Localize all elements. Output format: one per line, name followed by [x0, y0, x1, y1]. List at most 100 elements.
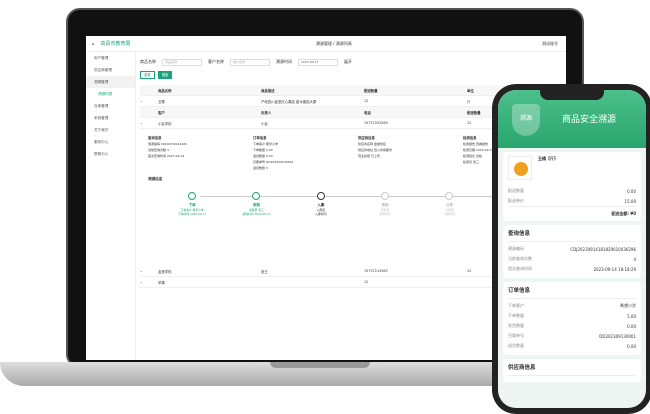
row-label: 发货数量	[508, 323, 524, 328]
step-line: 采购时间 2023-09-17	[242, 212, 271, 216]
phone-screen: 溯源 商品安全溯源 丑橘【斤】 配送数量 0.00 配送单价 15.00 配送金额:…	[498, 90, 646, 408]
row-label: 下单数量	[508, 313, 524, 318]
row-label: 归属单号	[508, 333, 524, 338]
info-row: 发货数量 0.00	[508, 321, 636, 331]
step-line: 质检员	[380, 208, 390, 212]
card-title: 订单信息	[508, 286, 636, 299]
table-row[interactable]: ⌄ 苹果 12	[140, 277, 566, 288]
product-card: 丑橘【斤】 配送数量 0.00 配送单价 15.00 配送金额: ¥0	[503, 152, 641, 221]
reset-button[interactable]: 重置	[140, 71, 155, 79]
phone-header: 溯源 商品安全溯源	[498, 90, 646, 148]
timeline-step: 分拣 分拣员 分拣时间	[424, 192, 474, 216]
table-cell: 产地四川金堂红心果品 甜水蜜桔大果	[261, 99, 317, 104]
row-label: 退货数量	[508, 343, 524, 348]
info-title: 供应商信息	[358, 136, 375, 140]
table-cell: 12	[467, 121, 472, 125]
step-dot	[316, 192, 325, 200]
info-line: 下单数量 5.00	[253, 148, 273, 152]
phone-frame: 溯源 商品安全溯源 丑橘【斤】 配送数量 0.00 配送单价 15.00 配送金额:…	[492, 84, 650, 414]
step-line: 分拣时间	[443, 212, 456, 216]
sidebar-item[interactable]: 供应商管理	[94, 67, 112, 72]
sidebar-item[interactable]: 溯源管理	[86, 76, 135, 88]
timeline-step: 采购 采购员 张三 采购时间 2023-09-17	[231, 192, 281, 216]
home-icon[interactable]: ⌂	[92, 41, 95, 46]
step-name: 采购	[252, 203, 260, 207]
info-row: 下单客户 希望小学	[508, 301, 636, 311]
table-cell: 负责人	[261, 110, 272, 115]
info-line: 检测员 张三	[463, 160, 479, 164]
shield-icon: 溯源	[512, 104, 540, 136]
info-line: 营业执照 已上传	[358, 154, 380, 158]
user-menu[interactable]: 测试账号	[542, 40, 558, 46]
table-cell: 电话	[364, 110, 371, 115]
table-row[interactable]: 客户 负责人 电话 配送数量	[140, 107, 566, 118]
sidebar-item[interactable]: 关于我们	[94, 127, 109, 132]
laptop-hinge	[270, 362, 370, 368]
step-dot	[381, 192, 390, 200]
row-value: 0.00	[627, 323, 636, 329]
table-cell: 苹果	[158, 280, 165, 285]
step-name: 分拣	[445, 203, 453, 207]
expand-icon[interactable]: ⌄	[140, 99, 143, 103]
table-row[interactable]: ⌄ 金堂学校 老王 15757212562 12	[140, 266, 566, 277]
expand-toggle[interactable]: 展开	[344, 59, 352, 64]
table-cell: 15757202569	[364, 121, 388, 125]
table-cell: 商品描述	[261, 88, 275, 93]
product-input[interactable]: 商品名称	[162, 58, 202, 66]
search-button[interactable]: 搜索	[157, 71, 173, 79]
info-line: 归属单号 DD202309130001	[253, 160, 294, 164]
info-line: 供应商名称 金堂供应	[358, 142, 386, 146]
table-cell: 12	[364, 99, 369, 103]
date-input[interactable]: 2023-09-17	[298, 58, 338, 66]
step-line: 入库员	[316, 208, 326, 212]
admin-screen: ⌂ 高县市教育局 溯源管理 / 溯源列表 测试账号 用户管理 供应商管理 溯源管理溯…	[86, 36, 566, 360]
customer-input[interactable]: 客户名称	[230, 58, 270, 66]
price-value: 15.00	[624, 198, 636, 204]
table-cell: 商品名称	[158, 88, 172, 93]
info-line: 检测报告 查看报告	[463, 142, 488, 146]
trace-timeline: 下单 下单客户 希望小学 下单时间 2023-09-17 采购 采购员 张三 采购时间 2…	[160, 192, 546, 216]
sidebar-item[interactable]: 系统管理	[94, 115, 109, 120]
query-card: 查询信息 溯源编码 CDJ20230914181829610036296 当前查询次数…	[503, 225, 641, 278]
table-cell: 斤	[467, 99, 471, 104]
expand-icon[interactable]: ⌄	[140, 269, 143, 273]
row-value: 0.00	[627, 343, 636, 349]
info-group: 检测信息 检测报告 查看报告 检测日期 2023-09-15 检测结论 合格 检测员 张…	[463, 135, 558, 171]
info-row: 下单数量 5.00	[508, 311, 636, 321]
expand-icon[interactable]: ⌄	[140, 121, 143, 125]
info-line: 首次查询时间 2023-09-14	[148, 154, 185, 158]
trace-table: 商品名称 商品描述 配送数量 单位 ⌄ 丑橘 产地四川金堂红心果品 甜水蜜桔大果 12 斤客户负…	[140, 85, 566, 288]
info-row: 退货数量 0.00	[508, 341, 636, 351]
table-row[interactable]: ⌄ 丑橘 产地四川金堂红心果品 甜水蜜桔大果 12 斤	[140, 96, 566, 107]
customer-label: 客户名称	[208, 59, 224, 64]
sidebar-item[interactable]: 溯源列表	[98, 91, 113, 96]
table-cell: 配送数量	[364, 88, 378, 93]
sidebar-item[interactable]: 用户管理	[94, 55, 109, 60]
info-row: 当前查询次数 4	[508, 254, 636, 264]
main-content: 商品名称 商品名称 客户名称 客户名称 溯源时间 2023-09-17 展开 重…	[140, 56, 566, 360]
step-dot	[252, 192, 261, 200]
card-title: 查询信息	[508, 229, 636, 242]
sidebar-item[interactable]: 仓库管理	[94, 103, 109, 108]
breadcrumb: 溯源管理 / 溯源列表	[316, 40, 352, 46]
info-line: 检测结论 合格	[463, 154, 482, 158]
brand: 高县市教育局	[100, 41, 131, 47]
step-line: 质检时间	[379, 212, 391, 216]
qty-value: 0.00	[627, 188, 636, 194]
table-cell: 15757212562	[364, 269, 388, 273]
sidebar-item[interactable]: 帮助中心	[94, 151, 109, 156]
step-dot	[445, 192, 454, 200]
supplier-card: 供应商信息	[503, 359, 641, 382]
info-line: 发货数量 0.00	[253, 154, 273, 158]
phone-title: 商品安全溯源	[562, 115, 617, 125]
info-row: 归属单号 DD202309130001	[508, 331, 636, 341]
table-row[interactable]: ⌄ 小会学校 小会 15757202569 12	[140, 118, 566, 129]
step-line: 入库时间	[315, 212, 327, 216]
table-cell: 金堂学校	[158, 269, 172, 274]
expand-icon[interactable]: ⌄	[140, 280, 143, 284]
top-bar: ⌂ 高县市教育局 溯源管理 / 溯源列表 测试账号	[86, 36, 566, 52]
sidebar-item[interactable]: 服务中心	[94, 139, 109, 144]
product-image	[508, 156, 532, 180]
info-row: 首次查询时间 2023-09-14 18:18:29	[508, 264, 636, 274]
table-row[interactable]: 商品名称 商品描述 配送数量 单位	[140, 85, 566, 96]
